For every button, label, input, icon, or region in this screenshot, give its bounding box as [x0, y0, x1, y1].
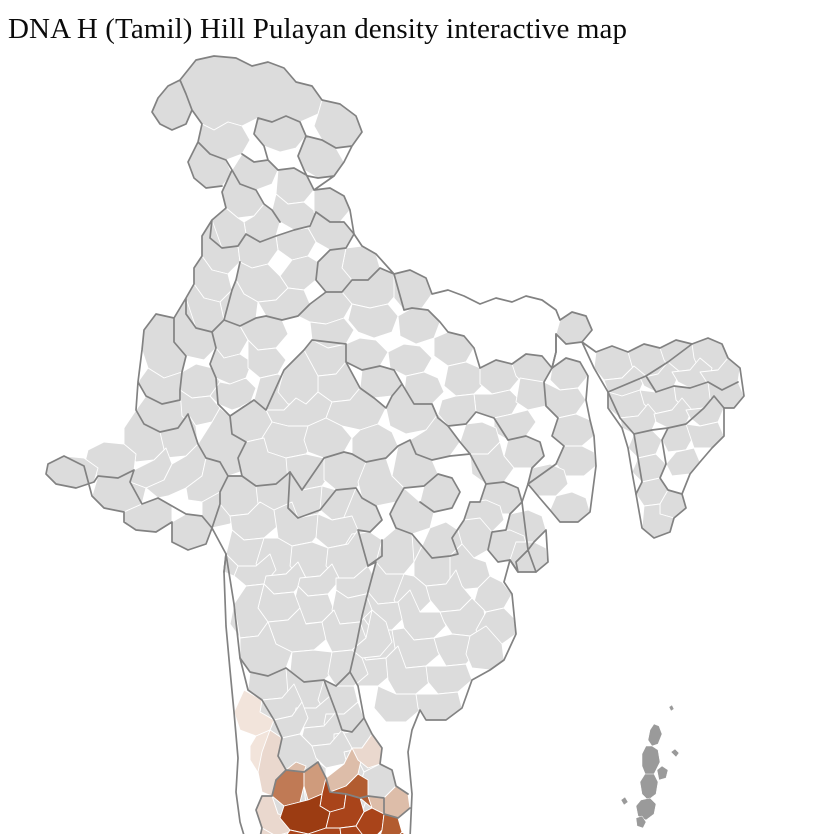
choropleth-districts[interactable] — [234, 690, 412, 834]
page-title: DNA H (Tamil) Hill Pulayan density inter… — [8, 13, 628, 45]
andaman-nicobar-islands — [621, 705, 707, 834]
state-boundaries — [46, 56, 744, 834]
district-theni[interactable] — [282, 830, 308, 834]
district-thrissur[interactable] — [258, 828, 296, 834]
no-data-districts — [46, 56, 744, 834]
district-madurai[interactable] — [306, 828, 342, 834]
india-choropleth-map[interactable] — [0, 52, 822, 834]
map-canvas[interactable] — [0, 52, 822, 834]
